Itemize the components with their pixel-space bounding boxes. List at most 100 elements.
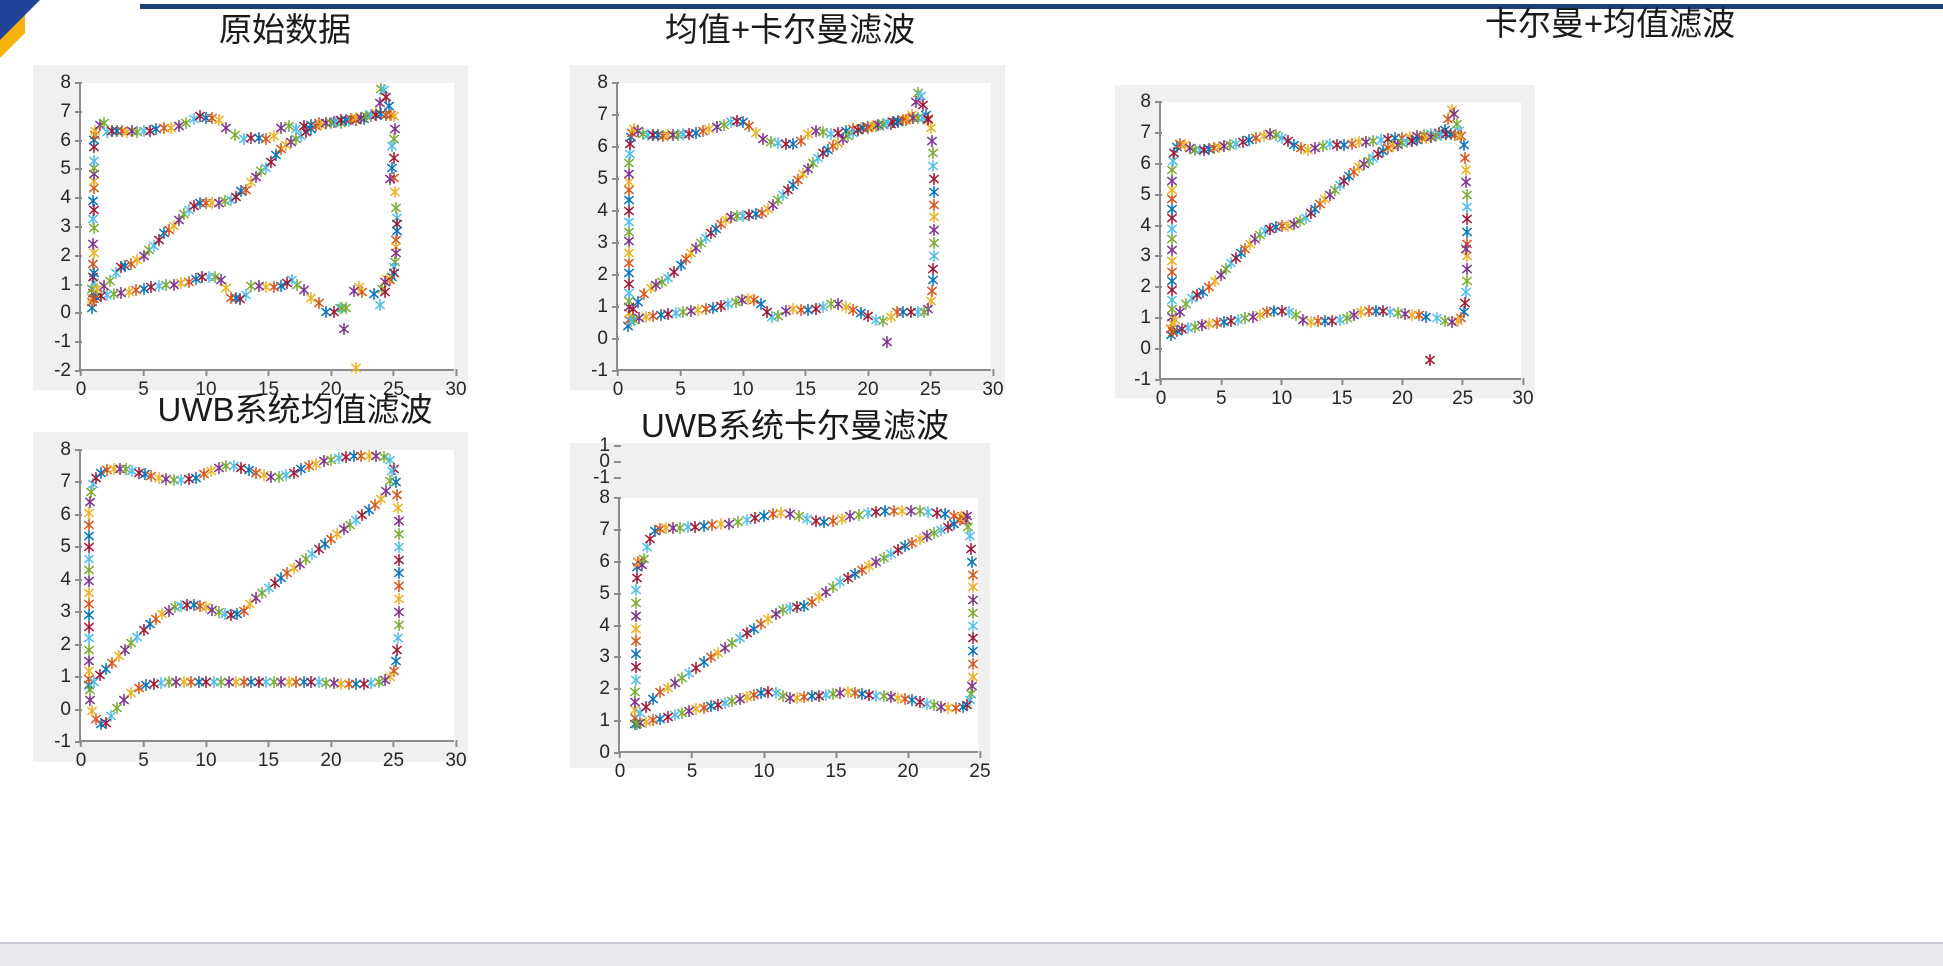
data-point-marker — [113, 649, 124, 663]
data-point-marker — [1194, 143, 1205, 157]
data-point-marker — [1166, 322, 1177, 336]
data-point-marker — [624, 184, 635, 197]
data-point-marker — [381, 91, 391, 104]
data-point-marker — [341, 113, 351, 127]
data-point-marker — [915, 89, 926, 102]
data-point-marker — [630, 711, 641, 725]
data-point-marker — [842, 571, 853, 584]
x-tick-label: 10 — [195, 740, 216, 772]
data-point-marker — [1204, 281, 1215, 294]
y-tick-label: 1 — [60, 666, 81, 688]
figure-canvas-raw-data: 8 7 6 5 4 3 2 1 0 -1 -2 0 5 10 15 20 25 30 — [33, 65, 468, 400]
data-point-marker — [925, 294, 936, 307]
data-point-marker — [88, 292, 99, 306]
data-point-marker — [296, 130, 306, 143]
data-point-marker — [101, 662, 111, 676]
x-tick-label: 30 — [445, 740, 466, 772]
data-point-marker — [1189, 143, 1200, 157]
data-point-marker — [798, 168, 808, 181]
data-point-marker — [929, 249, 940, 262]
data-point-marker — [151, 612, 161, 625]
data-point-marker — [133, 466, 144, 479]
data-point-marker — [138, 124, 149, 138]
data-point-marker — [387, 464, 398, 478]
data-point-marker — [386, 108, 396, 121]
y-tick-label: 1 — [599, 710, 620, 732]
data-point-marker — [148, 677, 159, 690]
data-point-marker — [1363, 304, 1374, 317]
data-point-marker — [799, 599, 810, 612]
data-point-marker — [727, 636, 738, 650]
data-point-marker — [376, 492, 386, 505]
data-point-marker — [273, 470, 284, 483]
data-point-marker — [313, 297, 324, 310]
data-point-marker — [389, 122, 400, 136]
data-point-marker — [91, 290, 101, 303]
data-point-marker — [1349, 308, 1360, 322]
data-point-marker — [83, 541, 94, 554]
data-point-marker — [903, 112, 913, 125]
data-point-marker — [1404, 130, 1415, 143]
data-point-marker — [357, 285, 368, 298]
data-point-marker — [83, 654, 94, 668]
data-point-marker — [1185, 142, 1195, 155]
data-point-marker — [806, 690, 817, 703]
data-point-marker — [848, 123, 858, 136]
data-point-marker — [669, 265, 680, 278]
data-point-marker — [132, 125, 143, 139]
data-point-marker — [748, 688, 759, 702]
data-point-marker — [186, 675, 196, 689]
data-point-marker — [698, 124, 708, 138]
data-point-marker — [624, 235, 635, 248]
data-point-marker — [631, 571, 642, 584]
data-point-marker — [98, 279, 109, 293]
data-point-marker — [331, 115, 341, 129]
data-point-marker — [333, 451, 344, 465]
data-point-marker — [282, 277, 293, 290]
data-point-marker — [96, 717, 106, 731]
data-point-marker — [1166, 284, 1177, 297]
data-point-marker — [943, 520, 954, 533]
data-point-marker — [89, 154, 100, 167]
data-point-marker — [236, 461, 246, 474]
data-point-marker — [820, 585, 831, 599]
data-point-marker — [298, 284, 309, 297]
data-point-marker — [94, 669, 105, 682]
data-point-marker — [1169, 146, 1180, 160]
data-point-marker — [689, 520, 700, 533]
data-point-marker — [858, 122, 868, 135]
data-point-marker — [711, 121, 722, 134]
data-point-marker — [1168, 325, 1179, 339]
data-point-marker — [286, 135, 296, 149]
data-point-marker — [221, 460, 231, 473]
x-tick-label: 20 — [320, 740, 341, 772]
data-point-marker — [710, 222, 721, 235]
data-point-marker — [624, 147, 635, 161]
data-point-marker — [715, 300, 726, 313]
data-point-marker — [799, 691, 810, 704]
data-point-marker — [645, 281, 656, 294]
data-point-marker — [920, 108, 931, 122]
data-point-marker — [720, 641, 731, 654]
data-point-marker — [630, 622, 641, 635]
data-point-marker — [849, 567, 860, 581]
data-point-marker — [393, 541, 404, 554]
data-point-marker — [700, 302, 711, 315]
data-point-marker — [630, 718, 641, 731]
data-point-marker — [83, 575, 94, 588]
data-point-marker — [908, 112, 918, 125]
x-tick-label: 0 — [615, 751, 626, 783]
data-point-marker — [328, 676, 339, 690]
data-point-marker — [1276, 131, 1287, 144]
y-tick-label: 3 — [60, 601, 81, 623]
data-point-marker — [731, 115, 742, 128]
data-point-marker — [392, 217, 403, 231]
data-point-marker — [668, 129, 678, 142]
corner-blue-triangle — [0, 0, 40, 40]
data-point-marker — [366, 109, 376, 123]
data-point-marker — [1426, 130, 1437, 143]
data-point-marker — [268, 675, 279, 689]
data-point-marker — [1334, 179, 1345, 192]
y-tick-label: 8 — [1140, 91, 1161, 113]
data-point-marker — [1262, 305, 1273, 319]
